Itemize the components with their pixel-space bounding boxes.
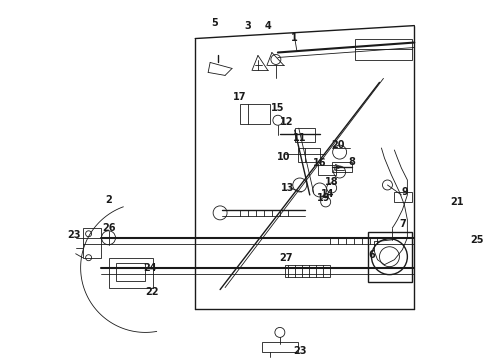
Text: 25: 25: [470, 235, 484, 245]
Text: 12: 12: [280, 117, 294, 127]
Text: 10: 10: [277, 152, 291, 162]
Bar: [295, 128, 315, 142]
Bar: [262, 342, 298, 352]
Text: 14: 14: [321, 189, 335, 199]
Text: 2: 2: [105, 195, 112, 205]
Text: 17: 17: [233, 92, 247, 102]
Text: 20: 20: [331, 140, 344, 150]
Text: 8: 8: [348, 157, 355, 167]
Text: 6: 6: [368, 250, 375, 260]
Text: 18: 18: [325, 177, 339, 187]
Text: 23: 23: [67, 230, 80, 240]
Text: 13: 13: [281, 183, 294, 193]
Text: 26: 26: [102, 223, 115, 233]
Text: 1: 1: [292, 32, 298, 42]
Text: 27: 27: [279, 253, 293, 263]
Bar: [116, 263, 146, 280]
Text: 16: 16: [313, 158, 326, 168]
Text: 9: 9: [401, 187, 408, 197]
Bar: [285, 265, 330, 276]
Bar: [394, 192, 413, 202]
Bar: [240, 104, 270, 124]
Text: 22: 22: [146, 287, 159, 297]
Text: 5: 5: [212, 18, 219, 28]
Text: 23: 23: [293, 346, 307, 356]
Bar: [83, 228, 100, 258]
Bar: [332, 162, 352, 172]
Text: 21: 21: [450, 197, 464, 207]
Bar: [108, 258, 153, 288]
Bar: [355, 39, 413, 60]
Text: 4: 4: [265, 21, 271, 31]
Bar: [368, 232, 413, 282]
Text: 15: 15: [271, 103, 285, 113]
Bar: [298, 148, 319, 162]
Text: 3: 3: [245, 21, 251, 31]
Text: 19: 19: [317, 193, 330, 203]
Text: 11: 11: [293, 133, 307, 143]
Bar: [318, 165, 336, 175]
Text: 7: 7: [399, 219, 406, 229]
Text: 24: 24: [144, 263, 157, 273]
